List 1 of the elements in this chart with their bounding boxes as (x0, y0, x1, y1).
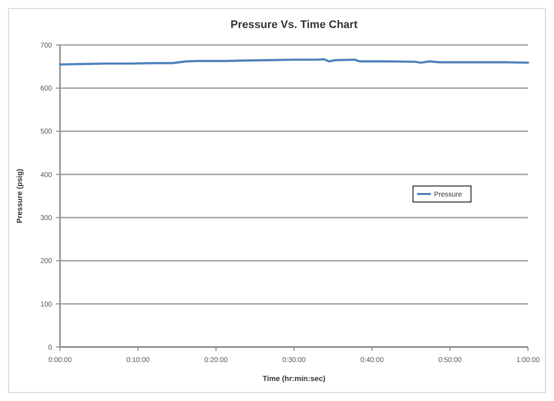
chart-title: Pressure Vs. Time Chart (230, 19, 358, 31)
